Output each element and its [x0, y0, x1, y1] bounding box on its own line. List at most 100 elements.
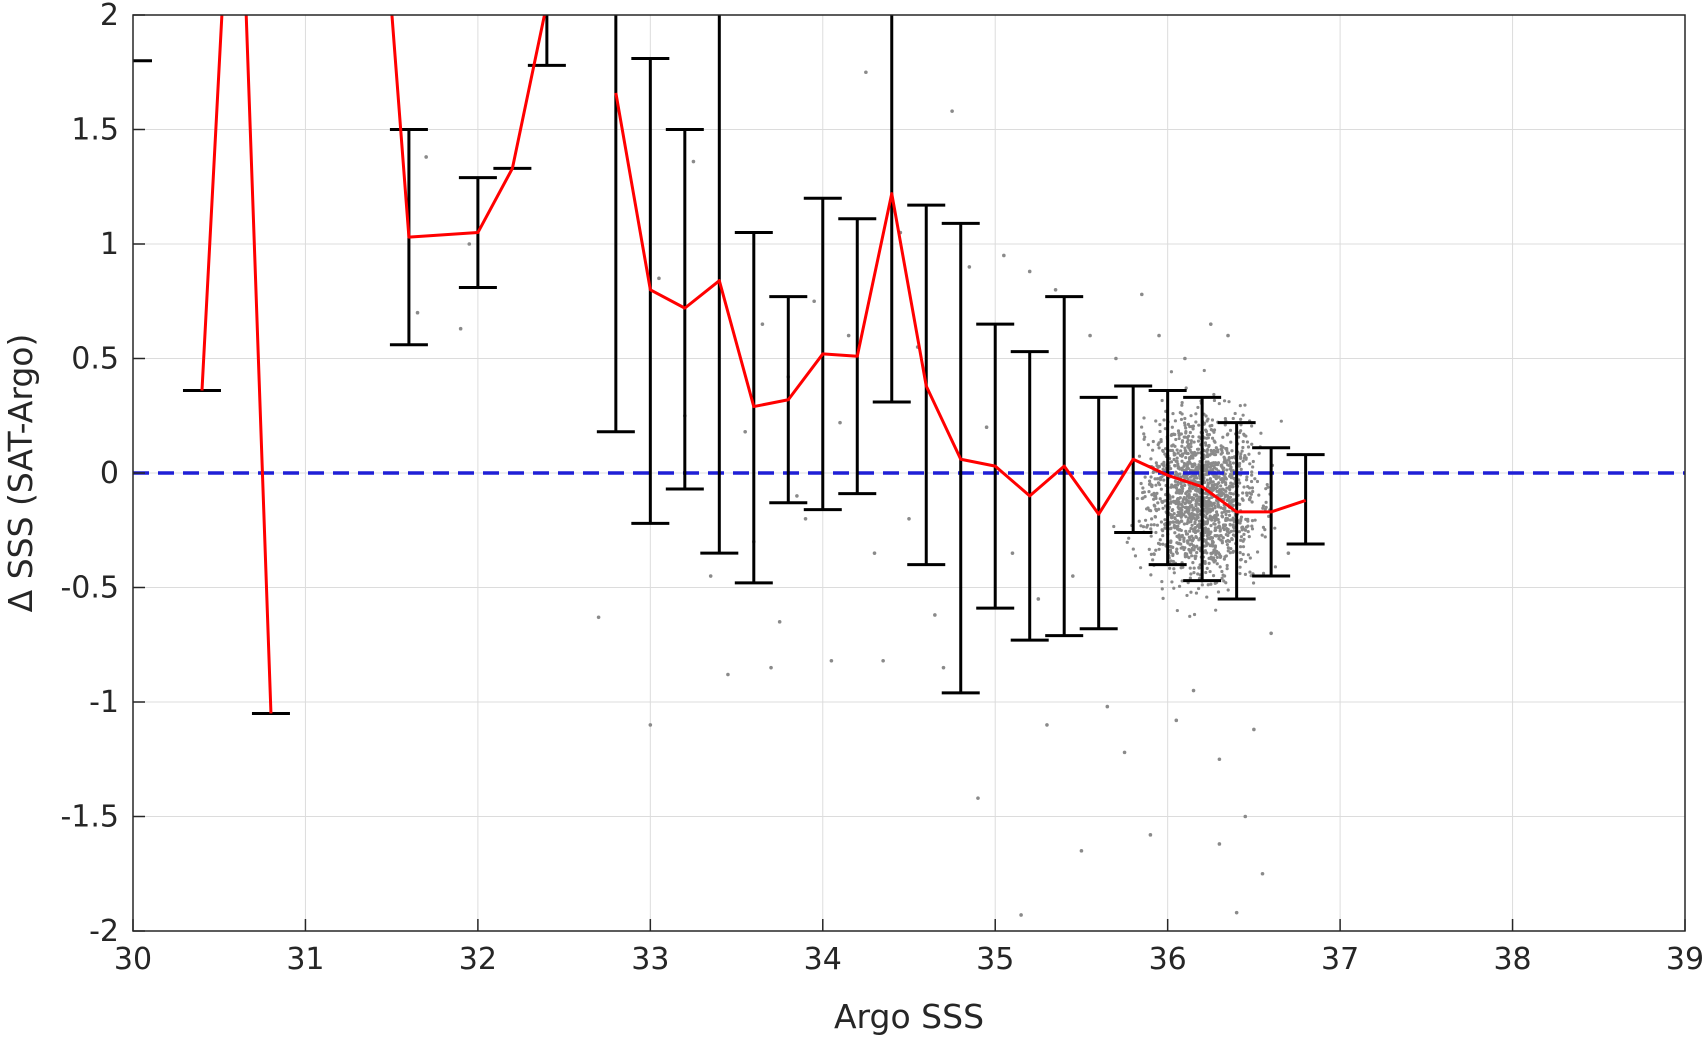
scatter-point [1140, 292, 1144, 297]
scatter-point [1208, 544, 1212, 548]
scatter-point [1243, 403, 1247, 407]
scatter-point [1206, 417, 1210, 421]
scatter-point [1245, 475, 1249, 479]
scatter-point [1172, 586, 1176, 590]
scatter-point [1219, 484, 1223, 488]
scatter-point [1231, 416, 1235, 421]
y-axis-ticks: -2 -1.5 -1 -0.5 0 0.5 1 1.5 2 [60, 0, 145, 949]
scatter-point [838, 420, 842, 425]
scatter-point [1209, 523, 1213, 528]
x-tick-label: 39 [1666, 942, 1704, 977]
scatter-point [1204, 414, 1208, 418]
scatter-point [1184, 505, 1188, 509]
scatter-point [1229, 529, 1233, 533]
scatter-point [1189, 414, 1193, 418]
y-tick-label: 2 [100, 0, 119, 33]
scatter-point [1195, 500, 1199, 505]
scatter-point [1158, 429, 1162, 434]
scatter-point [1002, 253, 1006, 258]
scatter-point [1203, 544, 1207, 548]
scatter-point [1219, 533, 1223, 538]
scatter-point [1194, 420, 1198, 424]
scatter-point [1203, 480, 1207, 485]
scatter-point [1215, 555, 1219, 559]
scatter-point [1141, 490, 1145, 495]
scatter-point [829, 658, 834, 663]
scatter-point [1187, 535, 1191, 539]
scatter-point [1188, 614, 1192, 618]
scatter-point [1238, 545, 1243, 549]
scatter-point [1159, 439, 1163, 444]
scatter-point [415, 310, 420, 315]
scatter-point [1178, 411, 1182, 415]
scatter-point [812, 299, 816, 304]
scatter-point [1204, 515, 1208, 520]
scatter-point [1286, 551, 1291, 555]
scatter-point [1192, 548, 1196, 552]
scatter-point [1172, 571, 1176, 575]
scatter-point [1184, 455, 1188, 460]
scatter-point [1149, 457, 1153, 461]
scatter-point [1213, 483, 1217, 487]
scatter-point [1188, 430, 1192, 435]
scatter-point [1213, 548, 1217, 553]
scatter-point [657, 276, 661, 281]
scatter-point [1156, 477, 1160, 481]
scatter-point [1168, 548, 1173, 552]
scatter-point [1248, 570, 1252, 574]
scatter-point [1204, 429, 1209, 434]
scatter-point [1160, 398, 1164, 403]
scatter-point [1205, 595, 1209, 599]
scatter-point [1208, 477, 1212, 481]
scatter-point [1221, 573, 1225, 577]
scatter-point [1151, 439, 1155, 444]
scatter-point [1205, 522, 1209, 526]
scatter-point [1232, 526, 1236, 530]
scatter-point [1180, 444, 1184, 448]
scatter-point [1184, 426, 1188, 430]
scatter-point [1186, 460, 1190, 465]
mean-line [200, 15, 1307, 714]
scatter-point [1173, 432, 1177, 437]
scatter-point [1184, 498, 1189, 502]
scatter-point [1197, 502, 1201, 506]
scatter-point [1213, 461, 1218, 465]
scatter-point [1184, 501, 1188, 505]
scatter-point [1172, 499, 1176, 503]
scatter-point [1246, 524, 1250, 528]
scatter-point [1224, 517, 1228, 522]
scatter-point [1255, 479, 1260, 484]
scatter-point [1181, 500, 1185, 504]
scatter-point [1160, 475, 1164, 479]
scatter-point [795, 494, 799, 498]
scatter-point [1206, 483, 1210, 487]
scatter-point [1147, 490, 1151, 494]
scatter-point [1223, 481, 1228, 485]
scatter-point [1169, 513, 1173, 517]
scatter-point [1213, 440, 1217, 444]
scatter-point [1225, 486, 1229, 490]
scatter-point [1222, 510, 1227, 514]
scatter-point [1241, 413, 1245, 417]
scatter-point [1239, 558, 1243, 562]
scatter-point [1139, 524, 1143, 528]
scatter-point [1187, 501, 1192, 505]
scatter-point [1183, 483, 1187, 487]
scatter-point [1206, 465, 1210, 469]
scatter-point [1228, 551, 1232, 555]
scatter-point [1203, 559, 1207, 564]
scatter-point [1174, 502, 1178, 506]
scatter-point [1176, 451, 1180, 455]
scatter-point [1158, 538, 1162, 542]
scatter-point [1172, 523, 1176, 528]
scatter-point [1176, 535, 1181, 539]
scatter-point [1224, 581, 1228, 585]
mean-line-segment [390, 15, 547, 239]
scatter-point [1160, 528, 1164, 532]
scatter-point [1221, 435, 1225, 439]
error-bar [1183, 395, 1222, 583]
scatter-point [1133, 554, 1138, 558]
scatter-point [1157, 507, 1161, 511]
scatter-point [1205, 450, 1209, 454]
scatter-point [1155, 523, 1160, 527]
